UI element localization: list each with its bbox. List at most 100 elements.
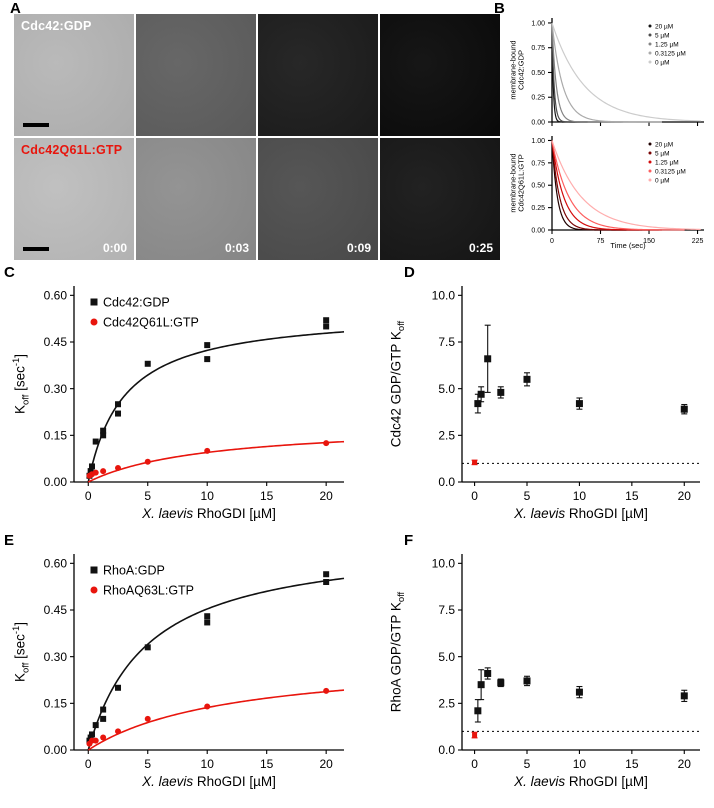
label-segment: off <box>396 591 408 603</box>
svg-text:2.5: 2.5 <box>438 429 455 443</box>
svg-text:20: 20 <box>319 489 333 503</box>
label-segment: Time (sec) <box>610 241 646 250</box>
svg-text:5: 5 <box>524 757 531 771</box>
label-segment: off <box>396 320 408 332</box>
svg-text:0.60: 0.60 <box>44 289 68 303</box>
panel-e-label: E <box>4 532 15 549</box>
micrograph-gtp-t9: 0:09 <box>258 138 378 260</box>
svg-text:0.0: 0.0 <box>438 475 455 489</box>
svg-text:75: 75 <box>597 238 605 245</box>
micrograph-gtp-t0: Cdc42Q61L:GTP 0:00 <box>14 138 134 260</box>
svg-text:0.25: 0.25 <box>531 205 545 212</box>
chart-canvas: 0 5 10 15 20 0.00 0.15 0.30 0.45 0.60 RhoA:GDP RhoA… <box>44 554 345 771</box>
svg-text:1.25 µM: 1.25 µM <box>655 159 679 166</box>
svg-text:15: 15 <box>625 757 639 771</box>
svg-text:10: 10 <box>201 757 215 771</box>
svg-text:0.00: 0.00 <box>44 475 68 489</box>
y-axis-label: RhoA GDP/GTP Koff <box>388 592 407 712</box>
svg-text:5 µM: 5 µM <box>655 32 670 39</box>
label-segment: K <box>12 405 28 415</box>
panel-f-label: F <box>404 532 414 549</box>
svg-text:RhoA:GDP: RhoA:GDP <box>103 563 165 577</box>
panel-d-label: D <box>404 264 415 281</box>
svg-text:5.0: 5.0 <box>438 382 455 396</box>
micrograph-gdp-t25 <box>380 14 500 136</box>
svg-text:5: 5 <box>144 489 151 503</box>
y-axis-label: membrane-bound Cdc42:GDP <box>508 40 526 100</box>
svg-text:0.0: 0.0 <box>438 743 455 757</box>
svg-text:5: 5 <box>524 489 531 503</box>
micrograph-gtp-t3: 0:03 <box>136 138 256 260</box>
svg-text:20 µM: 20 µM <box>655 23 673 30</box>
chart-canvas: 0.00 0.25 0.50 0.75 1.00 20 µM 5 µM 1.25 µM 0.31… <box>531 18 704 126</box>
svg-text:2.5: 2.5 <box>438 697 455 711</box>
label-segment: ] <box>12 621 28 626</box>
x-axis-label: X. laevis RhoGDI [µM] <box>514 774 648 789</box>
label-segment: X. laevis <box>142 506 194 521</box>
svg-text:0.3125 µM: 0.3125 µM <box>655 168 686 175</box>
y-axis-label: Cdc42 GDP/GTP Koff <box>388 321 407 447</box>
svg-text:Cdc42Q61L:GTP: Cdc42Q61L:GTP <box>103 315 199 329</box>
label-segment: -1 <box>11 625 23 635</box>
label-segment: [sec <box>12 366 28 395</box>
svg-text:10: 10 <box>573 489 587 503</box>
svg-text:0 µM: 0 µM <box>655 177 670 184</box>
svg-text:20: 20 <box>319 757 333 771</box>
svg-text:5: 5 <box>144 757 151 771</box>
label-segment: Cdc42 GDP/GTP K <box>388 331 404 448</box>
row-title-cdc42q61l-gtp: Cdc42Q61L:GTP <box>21 143 123 157</box>
label-segment: -1 <box>11 357 23 367</box>
label-segment: ] <box>12 353 28 358</box>
svg-text:Cdc42:GDP: Cdc42:GDP <box>103 295 170 309</box>
svg-text:0.30: 0.30 <box>44 650 68 664</box>
svg-text:0 µM: 0 µM <box>655 59 670 66</box>
chart-koff-rhoa: 0 5 10 15 20 0.00 0.15 0.30 0.45 0.60 RhoA:GDP RhoA… <box>8 540 358 802</box>
micrograph-gdp-t3 <box>136 14 256 136</box>
chart-ratio-cdc42: 0 5 10 15 20 0.0 2.5 5.0 7.5 10.0 Cdc42 GDP/GTP Ko… <box>368 272 712 534</box>
label-segment: RhoA GDP/GTP K <box>388 602 404 713</box>
svg-text:0.50: 0.50 <box>531 70 545 77</box>
svg-text:20 µM: 20 µM <box>655 141 673 148</box>
svg-text:20: 20 <box>678 757 692 771</box>
timestamp: 0:09 <box>346 241 371 255</box>
label-segment: [sec <box>12 634 28 663</box>
svg-text:10: 10 <box>201 489 215 503</box>
label-segment: RhoGDI [µM] <box>193 506 276 521</box>
chart-canvas: 0 5 10 15 20 0.0 2.5 5.0 7.5 10.0 <box>432 554 700 771</box>
svg-text:0.25: 0.25 <box>531 95 545 102</box>
svg-text:150: 150 <box>643 238 655 245</box>
label-segment: RhoGDI [µM] <box>565 774 648 789</box>
svg-text:1.00: 1.00 <box>531 20 545 27</box>
svg-text:0: 0 <box>550 238 554 245</box>
micrograph-gdp-t9 <box>258 14 378 136</box>
timestamp: 0:03 <box>224 241 249 255</box>
label-segment: X. laevis <box>514 774 566 789</box>
svg-text:0.30: 0.30 <box>44 382 68 396</box>
label-segment: X. laevis <box>514 506 566 521</box>
x-axis-label: X. laevis RhoGDI [µM] <box>514 506 648 521</box>
svg-text:0.45: 0.45 <box>44 335 68 349</box>
chart-cdc42-gdp-decay: 0.00 0.25 0.50 0.75 1.00 20 µM 5 µM 1.25 µM 0.31… <box>506 12 712 132</box>
label-segment: X. laevis <box>142 774 194 789</box>
chart-canvas: 0 5 10 15 20 0.0 2.5 5.0 7.5 10.0 <box>432 286 700 503</box>
svg-text:15: 15 <box>625 489 639 503</box>
chart-koff-cdc42: 0 5 10 15 20 0.00 0.15 0.30 0.45 0.60 Cdc42:GDP Cdc… <box>8 272 358 534</box>
svg-text:10.0: 10.0 <box>432 557 456 571</box>
svg-text:0.00: 0.00 <box>44 743 68 757</box>
svg-text:0: 0 <box>85 489 92 503</box>
panel-b-label: B <box>494 0 505 17</box>
chart-canvas: 0 75 150 225 0.00 0.25 0.50 0.75 1.00 20 µM 5 µM 1.… <box>531 136 704 245</box>
timestamp: 0:25 <box>468 241 493 255</box>
chart-ratio-rhoa: 0 5 10 15 20 0.0 2.5 5.0 7.5 10.0 RhoA GDP/GTP Kof… <box>368 540 712 802</box>
svg-text:20: 20 <box>678 489 692 503</box>
svg-text:0.50: 0.50 <box>531 183 545 190</box>
x-axis-label: Time (sec) <box>610 241 646 250</box>
svg-text:1.25 µM: 1.25 µM <box>655 41 679 48</box>
svg-text:0.45: 0.45 <box>44 603 68 617</box>
svg-text:RhoAQ63L:GTP: RhoAQ63L:GTP <box>103 583 194 597</box>
micrograph-gdp-t0: Cdc42:GDP <box>14 14 134 136</box>
svg-text:0.75: 0.75 <box>531 160 545 167</box>
y-axis-label: Koff [sec-1] <box>11 621 32 682</box>
svg-text:1.00: 1.00 <box>531 138 545 145</box>
